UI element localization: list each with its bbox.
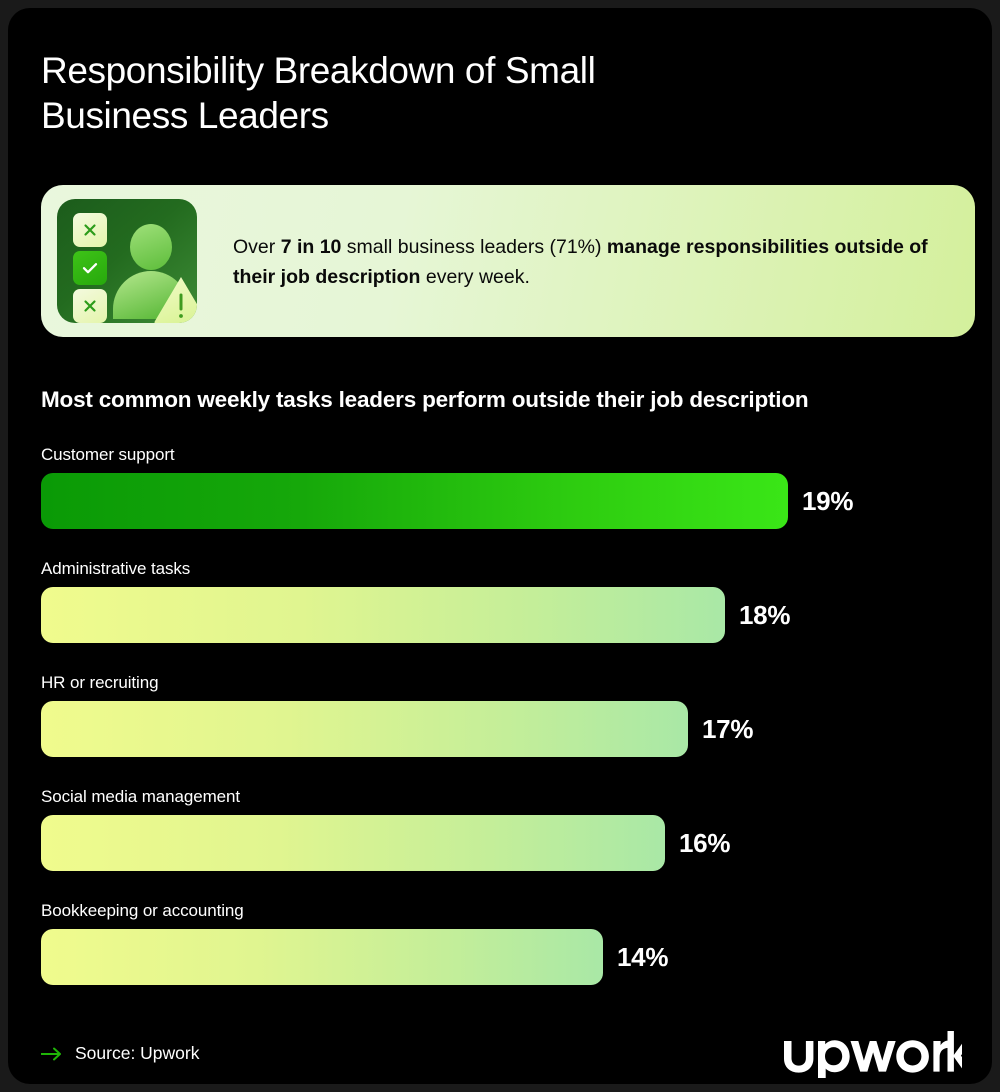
task-checklist-person-warning-icon <box>57 199 197 323</box>
person-head-icon <box>130 224 172 270</box>
bar-category-label: HR or recruiting <box>41 673 159 692</box>
bar-value-label: 14% <box>617 941 669 972</box>
check-tile-icon <box>73 251 107 285</box>
bar-category-label: Customer support <box>41 445 175 464</box>
bar-fill <box>41 473 788 529</box>
bar-group: Customer support 19% <box>41 445 853 529</box>
upwork-logo <box>784 1031 962 1078</box>
bar-row: 17% <box>41 701 753 757</box>
bar-value-label: 17% <box>702 713 754 744</box>
bar-row: 14% <box>41 929 668 985</box>
bar-fill <box>41 587 725 643</box>
bar-fill <box>41 701 688 757</box>
bar-value-label: 16% <box>679 827 731 858</box>
bar-group: Social media management 16% <box>41 787 730 871</box>
bar-value-label: 19% <box>802 485 854 516</box>
bar-track <box>41 473 788 529</box>
bar-group: Bookkeeping or accounting 14% <box>41 901 668 985</box>
bar-track <box>41 701 688 757</box>
callout-card: Over 7 in 10 small business leaders (71%… <box>41 185 975 337</box>
bar-row: 16% <box>41 815 730 871</box>
bar-value-label: 18% <box>739 599 791 630</box>
bar-track <box>41 587 725 643</box>
cross-tile-icon <box>73 213 107 247</box>
infographic-panel: Responsibility Breakdown of Small Busine… <box>8 8 992 1084</box>
bar-category-label: Administrative tasks <box>41 559 191 578</box>
source-label: Source: Upwork <box>75 1043 200 1063</box>
bar-category-label: Bookkeeping or accounting <box>41 901 244 920</box>
bar-track <box>41 815 665 871</box>
bar-fill <box>41 929 603 985</box>
chart-heading: Most common weekly tasks leaders perform… <box>41 387 809 412</box>
bar-row: 18% <box>41 587 790 643</box>
callout-text-part3: every week. <box>420 266 530 288</box>
callout-text-bold1: 7 in 10 <box>280 236 342 258</box>
bar-row: 19% <box>41 473 853 529</box>
bar-category-label: Social media management <box>41 787 240 806</box>
callout-text: Over 7 in 10 small business leaders (71%… <box>233 232 933 292</box>
warning-triangle-icon <box>154 277 197 323</box>
arrow-right-icon <box>41 1047 61 1060</box>
page-title: Responsibility Breakdown of Small Busine… <box>41 50 596 136</box>
callout-text-bold2: manage responsibilities outside of their… <box>233 236 928 288</box>
bar-track <box>41 929 603 985</box>
bar-fill <box>41 815 665 871</box>
callout-text-part1: Over <box>233 236 281 258</box>
bar-group: Administrative tasks 18% <box>41 559 790 643</box>
source-attribution: Source: Upwork <box>41 1043 200 1064</box>
cross-tile-icon <box>73 289 107 323</box>
bar-group: HR or recruiting 17% <box>41 673 753 757</box>
callout-text-part2: small business leaders (71%) <box>341 236 607 258</box>
